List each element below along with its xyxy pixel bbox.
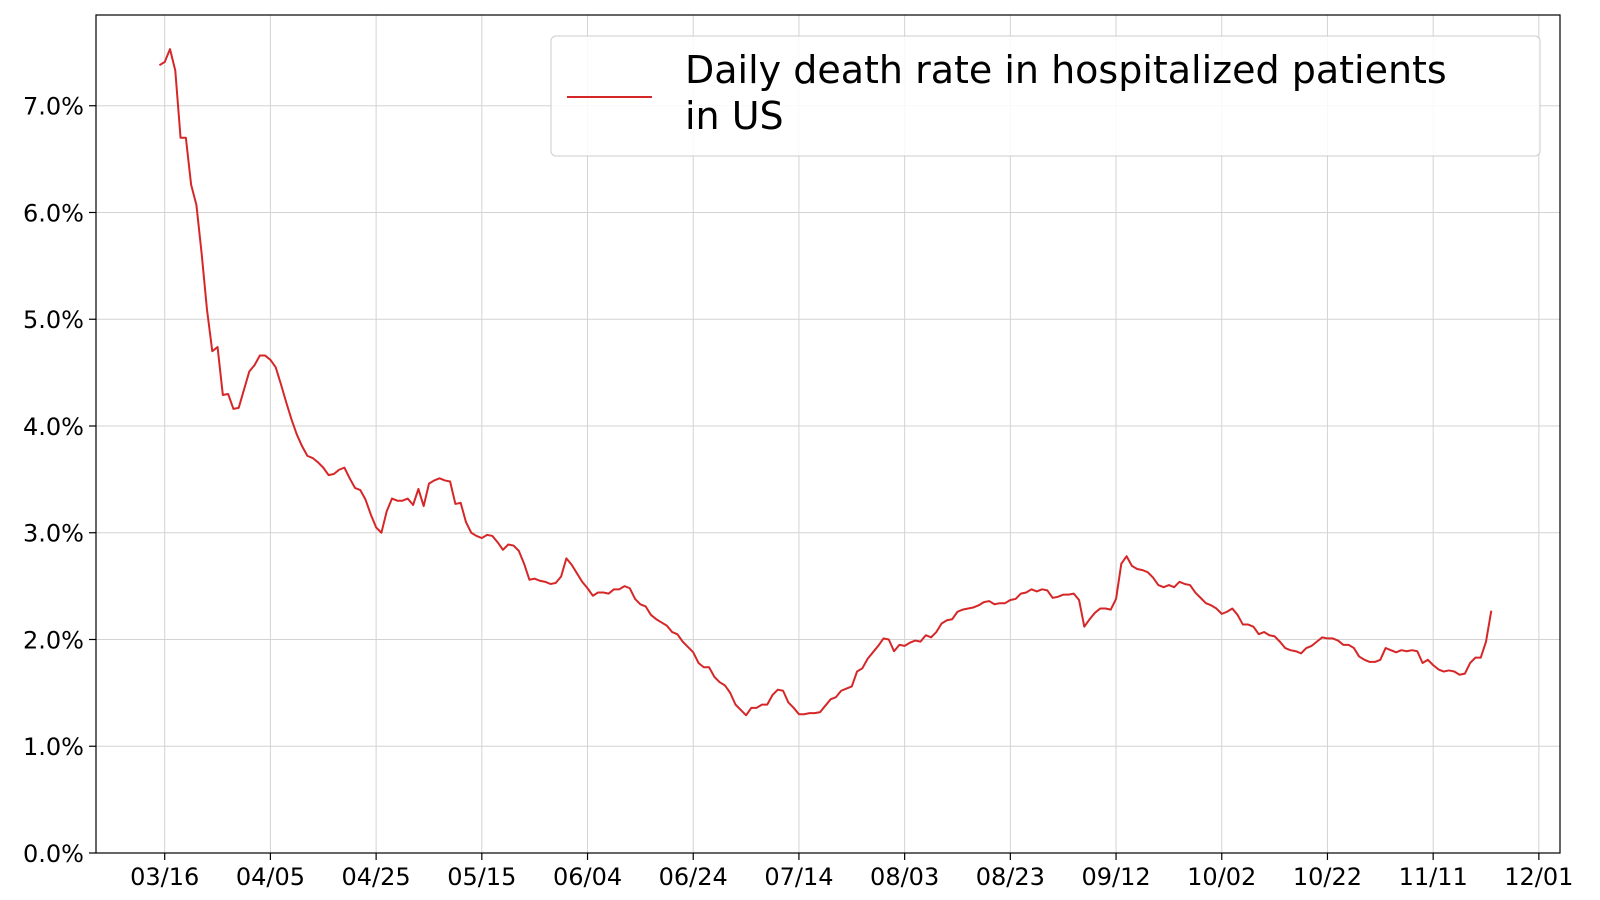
x-tick-label: 06/04 xyxy=(553,863,622,891)
y-tick-label: 3.0% xyxy=(23,520,84,548)
y-tick-label: 7.0% xyxy=(23,93,84,121)
x-tick-label: 07/14 xyxy=(764,863,833,891)
x-tick-label: 06/24 xyxy=(659,863,728,891)
x-tick-label: 10/22 xyxy=(1293,863,1362,891)
y-tick-label: 4.0% xyxy=(23,413,84,441)
x-tick-label: 12/01 xyxy=(1504,863,1573,891)
y-tick-label: 5.0% xyxy=(23,306,84,334)
x-tick-label: 04/25 xyxy=(342,863,411,891)
y-tick-label: 1.0% xyxy=(23,733,84,761)
x-tick-label: 03/16 xyxy=(130,863,199,891)
x-tick-label: 11/11 xyxy=(1399,863,1468,891)
x-tick-label: 08/03 xyxy=(870,863,939,891)
legend: Daily death rate in hospitalized patient… xyxy=(551,36,1540,156)
y-tick-label: 0.0% xyxy=(23,840,84,868)
x-tick-label: 04/05 xyxy=(236,863,305,891)
x-tick-label: 08/23 xyxy=(976,863,1045,891)
y-tick-label: 2.0% xyxy=(23,626,84,654)
x-tick-label: 09/12 xyxy=(1081,863,1150,891)
x-tick-label: 05/15 xyxy=(447,863,516,891)
y-tick-label: 6.0% xyxy=(23,199,84,227)
x-tick-label: 10/02 xyxy=(1187,863,1256,891)
